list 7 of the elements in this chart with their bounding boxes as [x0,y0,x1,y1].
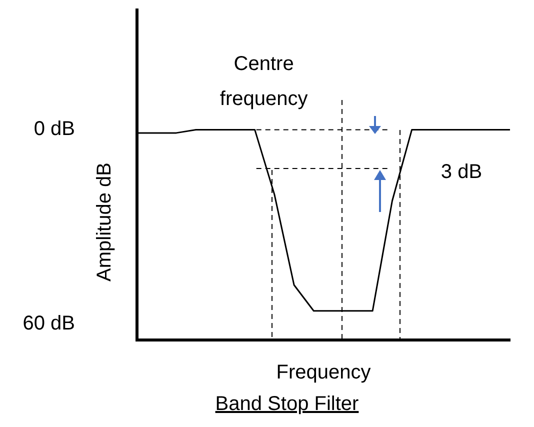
y-tick-label: 60 dB [22,312,75,334]
annotation: 3 dB [440,161,482,183]
y-tick-label: 0 dB [34,118,75,140]
x-axis-title: Frequency [276,362,371,384]
annotation: Centre frequency [220,53,308,110]
text: Band Stop Filter [214,393,360,416]
y-axis-title: Amplitude dB [94,162,116,282]
